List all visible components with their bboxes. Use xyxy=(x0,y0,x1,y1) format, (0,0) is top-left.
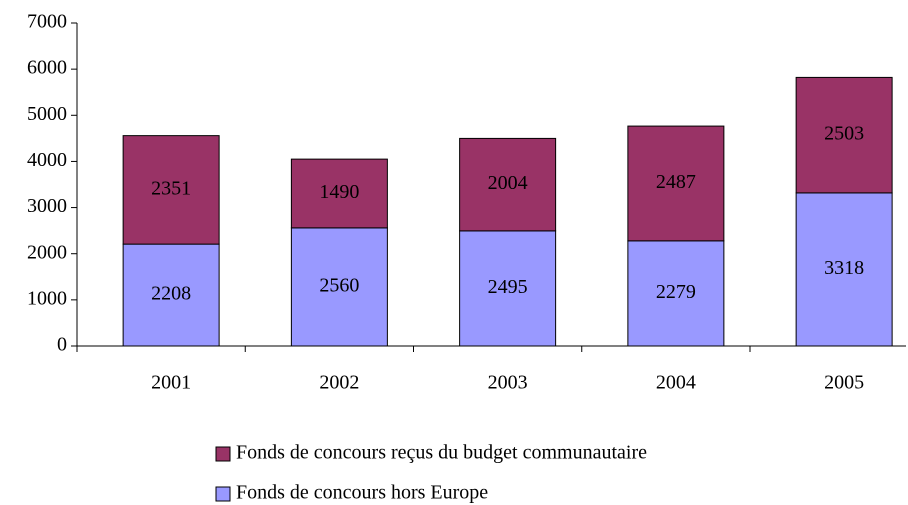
bar-segment xyxy=(122,243,220,347)
data-label: 2208 xyxy=(151,283,191,305)
data-label: 2279 xyxy=(656,281,696,303)
y-tick-label: 6000 xyxy=(27,57,67,79)
legend-label: Fonds de concours reçus du budget commun… xyxy=(236,442,647,464)
y-tick-label: 2000 xyxy=(27,241,67,263)
data-label: 2004 xyxy=(488,172,528,194)
bar-segment xyxy=(795,76,893,194)
bar-segment xyxy=(122,135,220,245)
x-tick-label: 2001 xyxy=(151,372,191,394)
bar-segment xyxy=(627,125,725,242)
y-tick-label: 7000 xyxy=(27,11,67,33)
data-label: 2503 xyxy=(824,123,864,145)
x-tick-label: 2003 xyxy=(488,372,528,394)
y-tick-label: 5000 xyxy=(27,103,67,125)
bar-segment xyxy=(795,192,893,347)
data-label: 2495 xyxy=(488,276,528,298)
bar-segment xyxy=(459,230,557,347)
bar-segment xyxy=(290,227,388,347)
x-tick-label: 2002 xyxy=(319,372,359,394)
x-tick-label: 2004 xyxy=(656,372,696,394)
x-tick-label: 2005 xyxy=(824,372,864,394)
legend-swatch xyxy=(215,486,231,502)
legend-label: Fonds de concours hors Europe xyxy=(236,482,488,504)
data-label: 2351 xyxy=(151,177,191,199)
data-label: 1490 xyxy=(319,181,359,203)
y-tick-label: 3000 xyxy=(27,195,67,217)
bar-segment xyxy=(459,137,557,232)
data-label: 3318 xyxy=(824,257,864,279)
bar-segment xyxy=(290,158,388,229)
data-label: 2487 xyxy=(656,171,696,193)
legend-swatch xyxy=(215,446,231,462)
y-tick-label: 0 xyxy=(57,334,67,356)
y-tick-label: 1000 xyxy=(27,287,67,309)
data-label: 2560 xyxy=(319,275,359,297)
y-tick-label: 4000 xyxy=(27,149,67,171)
